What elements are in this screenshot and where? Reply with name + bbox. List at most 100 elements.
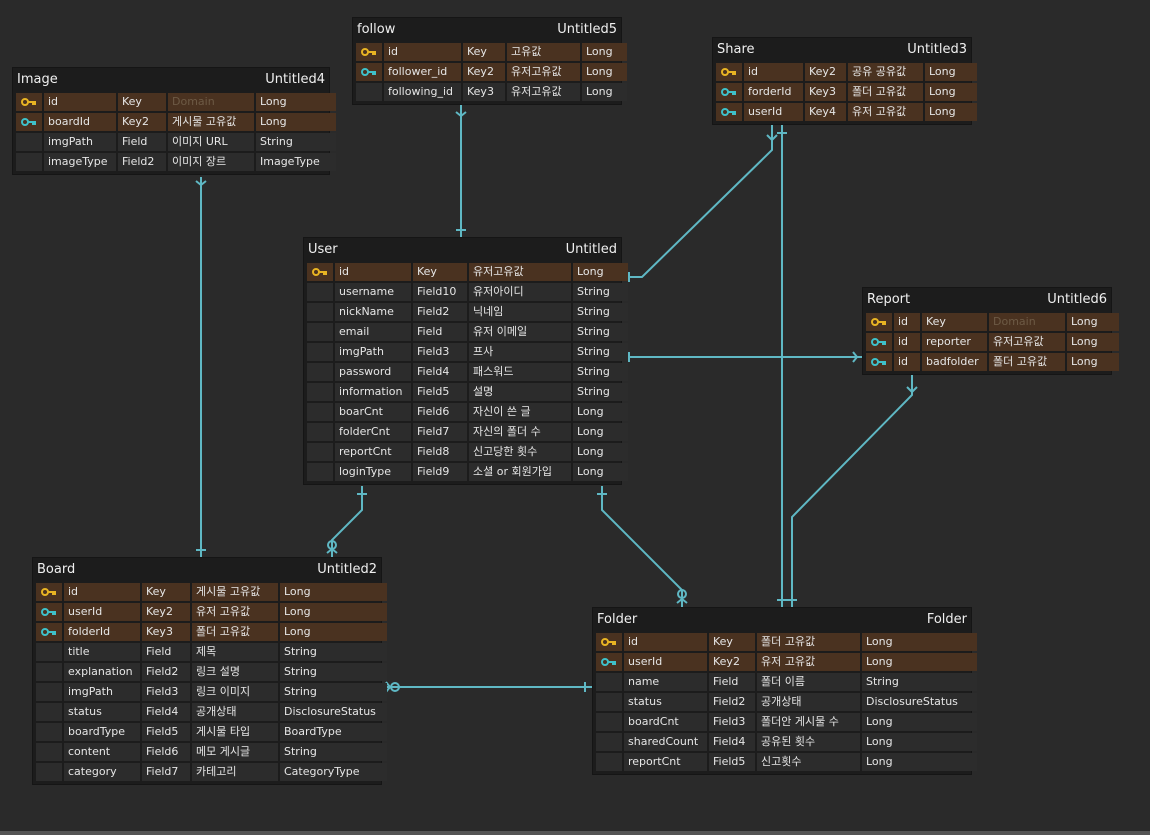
column-cell: Long [573, 403, 628, 421]
column-row: forderId Key3 폴더 고유값 Long [716, 83, 979, 101]
share-folder-link [777, 125, 787, 607]
column-cell: forderId [744, 83, 803, 101]
column-row: imgPath Field 이미지 URL String [16, 133, 338, 151]
column-cell: boardId [44, 113, 116, 131]
column-cell: Key2 [142, 603, 190, 621]
column-cell: String [573, 283, 628, 301]
column-row: id Key2 공유 공유값 Long [716, 63, 979, 81]
column-cell: sharedCount [624, 733, 707, 751]
column-cell: Field5 [413, 383, 467, 401]
column-cell: 유저고유값 [507, 83, 580, 101]
column-row: nickName Field2 닉네임 String [307, 303, 630, 321]
key-icon [866, 313, 892, 331]
key-icon [356, 83, 382, 101]
column-row: title Field 제목 String [36, 643, 389, 661]
column-cell: Field7 [142, 763, 190, 781]
column-row: username Field10 유저아이디 String [307, 283, 630, 301]
column-cell: Long [925, 83, 977, 101]
key-icon [716, 63, 742, 81]
column-cell: Field2 [142, 663, 190, 681]
column-cell: id [64, 583, 140, 601]
key-icon [36, 703, 62, 721]
key-icon [716, 103, 742, 121]
column-cell: 유저 고유값 [757, 653, 860, 671]
key-icon [596, 653, 622, 671]
column-row: status Field4 공개상태 DisclosureStatus [36, 703, 389, 721]
column-row: sharedCount Field4 공유된 횟수 Long [596, 733, 979, 751]
key-icon [16, 93, 42, 111]
column-row: status Field2 공개상태 DisclosureStatus [596, 693, 979, 711]
column-cell: 고유값 [507, 43, 580, 61]
user-folder-link [597, 486, 688, 607]
column-row: password Field4 패스워드 String [307, 363, 630, 381]
column-cell: id [384, 43, 461, 61]
column-cell: Long [256, 93, 336, 111]
column-cell: reportCnt [335, 443, 411, 461]
column-row: loginType Field9 소셜 or 회원가입 Long [307, 463, 630, 481]
column-cell: 폴더 고유값 [757, 633, 860, 651]
board-folder-link [382, 681, 592, 693]
column-cell: Long [280, 623, 387, 641]
column-cell: following_id [384, 83, 461, 101]
column-row: imgPath Field3 프사 String [307, 343, 630, 361]
key-icon [716, 83, 742, 101]
column-cell: Long [573, 443, 628, 461]
column-cell: id [894, 313, 920, 331]
column-row: category Field7 카테고리 CategoryType [36, 763, 389, 781]
column-cell: String [256, 133, 336, 151]
column-cell: Field [709, 673, 755, 691]
key-icon [36, 723, 62, 741]
key-icon [16, 133, 42, 151]
table-header: Share Untitled3 [717, 38, 967, 62]
column-cell: Long [582, 83, 627, 101]
table-label: Untitled2 [317, 562, 377, 577]
key-icon [866, 333, 892, 351]
table-name: Share [717, 42, 755, 57]
column-cell: imgPath [64, 683, 140, 701]
table-header: follow Untitled5 [357, 18, 617, 42]
key-icon [36, 583, 62, 601]
column-cell: explanation [64, 663, 140, 681]
column-cell: 유저고유값 [989, 333, 1065, 351]
column-row: id Key 고유값 Long [356, 43, 629, 61]
column-cell: Domain [989, 313, 1065, 331]
column-cell: Field3 [709, 713, 755, 731]
column-row: id reporter 유저고유값 Long [866, 333, 1121, 351]
column-cell: id [894, 353, 920, 371]
column-cell: Long [925, 103, 977, 121]
column-cell: 공개상태 [192, 703, 278, 721]
column-cell: folderCnt [335, 423, 411, 441]
column-cell: reportCnt [624, 753, 707, 771]
column-cell: BoardType [280, 723, 387, 741]
column-cell: Long [573, 463, 628, 481]
column-cell: 게시물 타입 [192, 723, 278, 741]
key-icon [36, 663, 62, 681]
column-row: userId Key2 유저 고유값 Long [36, 603, 389, 621]
table-label: Untitled6 [1047, 292, 1107, 307]
key-icon [356, 63, 382, 81]
key-icon [36, 683, 62, 701]
column-cell: 링크 이미지 [192, 683, 278, 701]
board-folder-optional [390, 682, 400, 692]
table-image: Image Untitled4 id Key Domain Long boardId Key2… [12, 67, 336, 175]
key-icon [36, 603, 62, 621]
column-cell: userId [744, 103, 803, 121]
table-folder: Folder Folder id Key 폴더 고유값 Long userId Key2 유저 … [592, 607, 977, 775]
column-cell: Key2 [463, 63, 505, 81]
column-cell: Key3 [805, 83, 846, 101]
column-cell: Field5 [142, 723, 190, 741]
column-cell: 패스워드 [469, 363, 571, 381]
column-cell: 카테고리 [192, 763, 278, 781]
key-icon [596, 673, 622, 691]
column-cell: email [335, 323, 411, 341]
column-cell: DisclosureStatus [862, 693, 977, 711]
column-cell: Field [413, 323, 467, 341]
column-row: content Field6 메모 게시글 String [36, 743, 389, 761]
column-cell: Long [862, 633, 977, 651]
column-row: reportCnt Field5 신고횟수 Long [596, 753, 979, 771]
user-report-link [622, 351, 862, 363]
status-bar [0, 831, 1150, 835]
table-header: User Untitled [308, 238, 617, 262]
column-cell: Field3 [413, 343, 467, 361]
